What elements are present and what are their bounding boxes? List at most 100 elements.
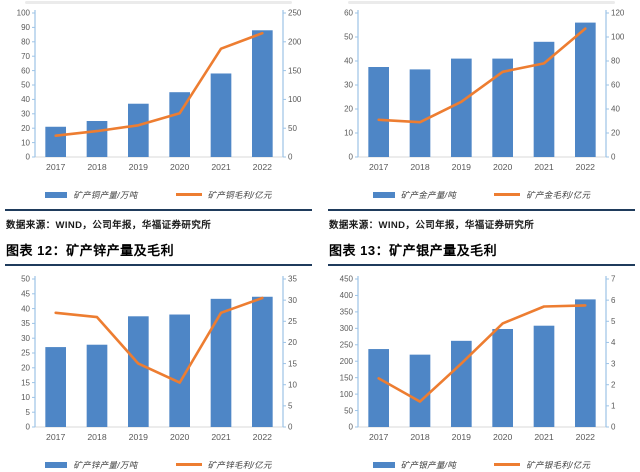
right-tick-label: 0	[611, 153, 616, 162]
right-tick-label: 20	[288, 338, 297, 347]
legend-label: 矿产锌毛利/亿元	[207, 459, 272, 470]
gross-profit-line	[53, 296, 264, 384]
bar	[367, 349, 389, 427]
year-label: 2021	[211, 162, 230, 172]
left-tick-label: 100	[339, 390, 353, 399]
y-axis-right: 0 20 40 60 80 100 120	[604, 9, 625, 162]
line-swatch-icon	[494, 193, 521, 196]
y-axis-left: 0 5 10 15 20 25 30 35 40 45 50	[21, 275, 36, 432]
bar	[574, 22, 596, 157]
left-tick-label: 90	[21, 23, 30, 32]
right-tick-label: 25	[288, 317, 297, 326]
legend-item: 矿产锌产量/万吨	[45, 459, 137, 471]
legend-label: 矿产铜毛利/亿元	[207, 189, 272, 200]
right-tick-label: 5	[611, 317, 616, 326]
bar	[127, 103, 149, 157]
year-label: 2017	[46, 162, 65, 172]
right-tick-label: 20	[611, 129, 620, 138]
year-label: 2022	[575, 432, 594, 442]
right-tick-label: 50	[288, 124, 297, 133]
bar	[533, 41, 554, 157]
bar	[86, 344, 107, 427]
copper-production-chart: 0 10 20 30 40 50 60 70 80 90 100 0 50 100 150 200 250 201…	[5, 5, 313, 186]
year-label: 2017	[369, 162, 388, 172]
bar	[251, 296, 273, 427]
left-tick-label: 25	[21, 349, 30, 358]
zinc-chart-legend: 矿产锌产量/万吨 矿产锌毛利/亿元	[3, 457, 314, 472]
left-tick-label: 30	[344, 81, 353, 90]
left-tick-label: 450	[339, 275, 353, 284]
left-tick-label: 30	[21, 110, 30, 119]
left-tick-label: 200	[339, 357, 353, 366]
year-label: 2019	[128, 432, 147, 442]
zinc-production-chart: 0 5 10 15 20 25 30 35 40 45 50 0 5 10 15 20 25 30 35 2017 20…	[5, 271, 313, 456]
right-tick-label: 2	[611, 380, 616, 389]
left-tick-label: 0	[348, 423, 353, 432]
bar	[44, 126, 66, 157]
year-label: 2021	[534, 432, 553, 442]
right-tick-label: 30	[288, 296, 297, 305]
left-tick-label: 350	[339, 308, 353, 317]
cropped-rule-remnant	[347, 1, 616, 4]
cropped-rule-remnant	[24, 1, 293, 4]
left-tick-label: 10	[21, 393, 30, 402]
data-source-note: 数据来源：WIND，公司年报，华福证券研究所	[6, 220, 212, 231]
left-tick-label: 0	[25, 423, 30, 432]
production-bars	[367, 22, 596, 157]
figure-13-title-rule	[328, 264, 635, 266]
data-source-note: 数据来源：WIND，公司年报，华福证券研究所	[329, 220, 535, 231]
right-tick-label: 100	[288, 95, 302, 104]
x-axis-labels: 2017 2018 2019 2020 2021 2022	[46, 432, 272, 442]
x-axis-labels: 2017 2018 2019 2020 2021 2022	[369, 162, 595, 172]
bar	[409, 354, 430, 427]
legend-item: 矿产银产量/吨	[372, 459, 456, 471]
line-swatch-icon	[175, 463, 202, 466]
chart-canvas: 0 10 20 30 40 50 60 0 20 40 60 80 100 120 2017 2018 2019…	[344, 9, 625, 172]
y-axis-right: 0 50 100 150 200 250	[281, 9, 302, 162]
right-tick-label: 40	[611, 105, 620, 114]
left-tick-label: 80	[21, 38, 30, 47]
year-label: 2019	[451, 432, 470, 442]
right-tick-label: 250	[288, 9, 302, 18]
bar	[491, 328, 513, 427]
bar-swatch-icon	[45, 191, 68, 198]
left-tick-label: 60	[344, 9, 353, 18]
year-label: 2020	[170, 432, 189, 442]
left-tick-label: 60	[21, 66, 30, 75]
legend-label: 矿产银毛利/亿元	[526, 459, 591, 470]
bar	[86, 121, 107, 157]
y-axis-left: 0 10 20 30 40 50 60	[344, 9, 359, 162]
year-label: 2018	[410, 432, 429, 442]
gross-profit-line	[376, 304, 587, 403]
year-label: 2022	[575, 162, 594, 172]
year-label: 2020	[493, 162, 512, 172]
legend-item: 矿产银毛利/亿元	[494, 459, 590, 471]
right-tick-label: 0	[288, 423, 293, 432]
right-tick-label: 35	[288, 275, 297, 284]
bar	[210, 73, 231, 157]
bar	[450, 340, 472, 427]
right-tick-label: 120	[611, 9, 625, 18]
right-tick-label: 0	[288, 153, 293, 162]
legend-item: 矿产锌毛利/亿元	[175, 459, 272, 471]
year-label: 2017	[369, 432, 388, 442]
left-tick-label: 70	[21, 52, 30, 61]
left-tick-label: 35	[21, 319, 30, 328]
bar	[450, 58, 472, 157]
bar	[491, 58, 513, 157]
y-axis-left: 0 50 100 150 200 250 300 350 400 450	[339, 275, 359, 432]
left-tick-label: 40	[344, 57, 353, 66]
gross-profit-line	[376, 27, 587, 124]
gross-profit-line	[53, 31, 264, 137]
silver-production-chart: 0 50 100 150 200 250 300 350 400 450 0 1 2 3 4 5 6 7 2017 2…	[328, 271, 636, 456]
left-tick-label: 400	[339, 291, 353, 300]
x-axis-labels: 2017 2018 2019 2020 2021 2022	[46, 162, 272, 172]
y-axis-right: 0 1 2 3 4 5 6 7	[604, 275, 616, 432]
bar-swatch-icon	[372, 191, 395, 198]
right-column: 0 10 20 30 40 50 60 0 20 40 60 80 100 120 2017 2018 2019…	[323, 0, 640, 470]
bar	[44, 347, 66, 427]
legend-item: 矿产金毛利/亿元	[494, 189, 590, 201]
bar	[409, 69, 430, 157]
right-tick-label: 0	[611, 423, 616, 432]
